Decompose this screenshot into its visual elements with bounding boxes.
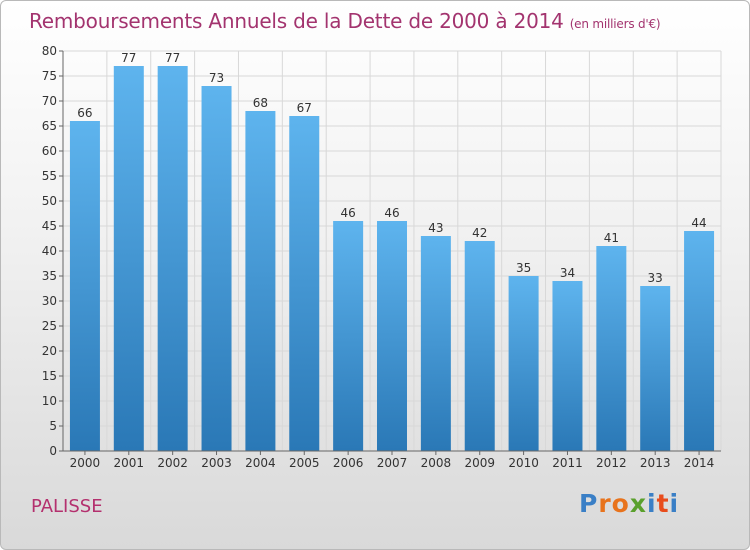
bars: 66 77 77 73 68 67 46 46 43 42 35 34 41 33 44 [69,51,715,451]
x-tick-label: 2007 [377,456,408,470]
commune-name: PALISSE [31,496,103,517]
x-tick-label: 2013 [640,456,671,470]
bar-2010 [508,276,539,451]
y-tick-label: 30 [42,294,57,308]
y-tick-label: 0 [49,444,57,458]
bar-value-label: 34 [560,266,575,280]
bar-value-label: 67 [297,101,312,115]
x-tick-label: 2011 [552,456,583,470]
bar-2003 [201,86,232,451]
bar-2001 [113,66,144,451]
bar-value-label: 66 [77,106,92,120]
chart-title-unit: (en milliers d'€) [569,17,661,31]
bar-2008 [420,236,451,451]
logo-letter: P [579,489,599,518]
axes: 0 5 10 15 20 25 30 35 40 45 50 55 60 65 70 75 80 2000 2001… [42,44,721,470]
bar-2014 [684,231,715,451]
x-tick-label: 2002 [157,456,188,470]
logo-letter: i [669,489,680,518]
x-tick-label: 2000 [70,456,101,470]
bar-value-label: 41 [604,231,619,245]
y-tick-label: 10 [42,394,57,408]
y-tick-label: 60 [42,144,57,158]
bar-value-label: 77 [121,51,136,65]
y-tick-label: 75 [42,69,57,83]
logo-letter: r [598,489,612,518]
logo-letter: t [656,489,670,518]
chart-title: Remboursements Annuels de la Dette de 20… [29,9,661,33]
bar-value-label: 42 [472,226,487,240]
y-tick-label: 65 [42,119,57,133]
bar-2005 [289,116,320,451]
bar-value-label: 46 [340,206,355,220]
y-tick-label: 25 [42,319,57,333]
x-tick-label: 2006 [333,456,364,470]
x-tick-label: 2008 [421,456,452,470]
proxiti-logo[interactable]: Proxiti [579,489,679,518]
y-tick-label: 15 [42,369,57,383]
y-tick-label: 45 [42,219,57,233]
y-tick-label: 35 [42,269,57,283]
bar-2000 [69,121,100,451]
x-tick-label: 2012 [596,456,627,470]
y-tick-label: 40 [42,244,57,258]
bar-2013 [640,286,671,451]
bar-value-label: 33 [648,271,663,285]
y-tick-label: 5 [49,419,57,433]
bar-2002 [157,66,188,451]
bar-2012 [596,246,627,451]
bar-value-label: 35 [516,261,531,275]
x-tick-label: 2004 [245,456,276,470]
x-tick-label: 2010 [508,456,539,470]
y-tick-label: 20 [42,344,57,358]
y-tick-label: 80 [42,44,57,58]
y-tick-label: 55 [42,169,57,183]
chart-title-text: Remboursements Annuels de la Dette de 20… [29,9,564,33]
bar-2007 [377,221,407,451]
bar-value-label: 46 [384,206,399,220]
y-tick-label: 50 [42,194,57,208]
y-tick-label: 70 [42,94,57,108]
bar-value-label: 44 [691,216,706,230]
bar-2009 [464,241,495,451]
bar-value-label: 73 [209,71,224,85]
x-tick-label: 2014 [684,456,715,470]
logo-letter: i [647,489,657,518]
logo-letter: x [629,489,647,518]
logo-letter: o [611,489,630,518]
x-tick-label: 2003 [201,456,232,470]
bar-value-label: 77 [165,51,180,65]
x-tick-label: 2001 [114,456,145,470]
x-tick-label: 2009 [464,456,495,470]
bar-2006 [333,221,364,451]
bar-2011 [552,281,583,451]
bar-value-label: 68 [253,96,268,110]
bar-value-label: 43 [428,221,443,235]
bar-2004 [245,111,276,451]
x-tick-label: 2005 [289,456,320,470]
